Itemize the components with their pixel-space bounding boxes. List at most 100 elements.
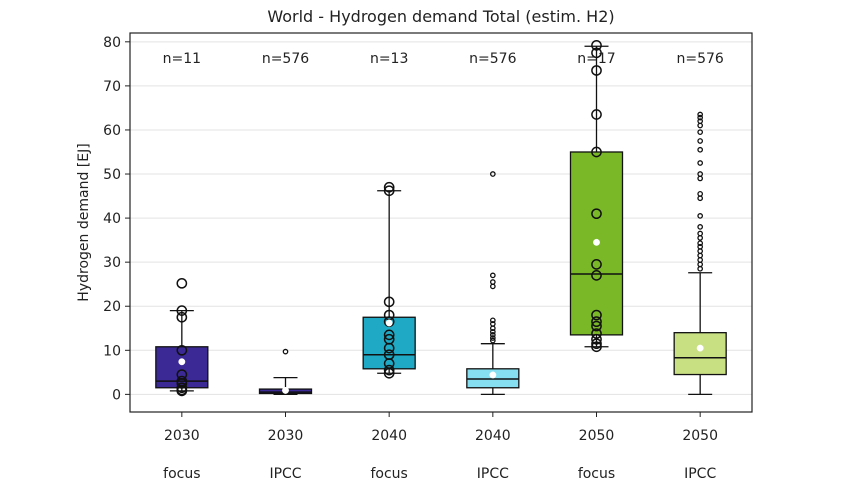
outlier-point [697,230,704,237]
outlier-point [282,348,289,355]
outlier-point [697,118,704,124]
boxes-layer: n=11 n=576 n=13 n=576 n=17 n=576 [155,39,727,397]
outlier-point [489,321,496,327]
data-point [383,364,395,376]
outlier-point [697,248,704,254]
outlier-point [697,224,704,230]
chart-title: World - Hydrogen demand Total (estim. H2… [267,7,614,26]
x-tick-label-year: 2030 [268,428,304,444]
data-point [383,333,395,345]
data-point [591,47,602,59]
y-axis-label: Hydrogen demand [EJ] [76,143,92,301]
mean-marker [282,386,289,394]
data-point [591,338,602,350]
data-point [176,382,188,394]
box-2040-focus: n=13 [362,51,416,379]
sample-size-label: n=576 [677,51,724,67]
data-point [176,344,188,356]
box-2030-focus: n=11 [155,51,209,397]
data-point [383,185,395,197]
data-point [591,270,602,281]
outlier-point [697,195,704,202]
outlier-point [697,213,704,219]
outlier-point [697,138,704,144]
outlier-point [697,257,704,263]
outlier-point [489,328,496,335]
outlier-point [489,171,496,177]
data-point [591,146,602,158]
x-tick-label-group: IPCC [477,466,509,480]
box-iqr [673,332,727,376]
outlier-point [489,279,496,285]
outlier-point [489,317,496,324]
x-tick-label-group: IPCC [684,466,716,480]
sample-size-label: n=17 [577,51,615,67]
data-point [591,65,602,76]
x-tick-label-group: IPCC [269,466,301,480]
mean-marker [593,238,600,246]
x-axis: 2030 focus 2030 IPCC 2040 focus 2040 IPCC 2050 fo… [163,412,718,480]
box-2030-ipcc: n=576 [258,51,313,396]
data-point [176,305,188,316]
gridlines [130,41,752,395]
sample-size-label: n=13 [370,51,408,67]
data-point [591,341,602,353]
outlier-point [697,235,704,241]
outlier-point [697,175,704,182]
data-point [591,316,602,328]
x-tick-label-year: 2030 [164,428,200,444]
x-tick-label-group: focus [578,466,615,480]
data-point [383,296,395,308]
outlier-point [489,332,496,338]
y-axis: 0 10 20 30 40 50 60 70 80 [103,35,130,403]
x-tick-label-year: 2040 [475,428,511,444]
y-tick-label: 80 [103,35,121,51]
outlier-point [489,283,496,290]
x-tick-label-year: 2050 [682,428,718,444]
data-point [591,309,602,321]
sample-size-label: n=576 [262,51,309,67]
outlier-point [697,171,704,177]
data-point [176,277,188,289]
outlier-point [697,111,704,118]
outlier-point [697,261,704,268]
sample-size-label: n=11 [163,51,201,67]
outlier-point [697,252,704,259]
mean-marker [489,371,497,379]
outlier-point [697,160,704,166]
box-2050-focus: n=17 [569,39,624,353]
data-point [383,329,395,341]
plot-frame [129,32,753,413]
outlier-point [697,243,704,250]
data-point [591,259,602,270]
data-point [591,109,602,120]
outlier-point [697,146,704,153]
data-point [591,328,602,339]
x-tick-label-year: 2040 [371,428,407,444]
data-point [383,349,395,361]
data-point [591,39,602,51]
outlier-point [697,240,704,247]
box-2050-ipcc: n=576 [673,51,727,396]
box-2040-ipcc: n=576 [466,51,520,396]
sample-size-label: n=576 [469,51,516,67]
data-point [383,181,395,193]
y-tick-label: 30 [103,255,121,271]
outlier-point [697,122,704,129]
outlier-point [697,265,704,272]
outlier-point [489,335,496,341]
data-point [591,320,602,332]
data-point [176,369,188,380]
y-tick-label: 50 [103,167,121,183]
data-point [176,311,188,323]
y-tick-label: 70 [103,79,121,95]
outlier-point [489,337,496,344]
outlier-point [697,114,704,121]
outlier-point [697,129,704,136]
x-tick-label-group: focus [163,466,200,480]
y-tick-label: 10 [103,343,121,359]
x-tick-label-year: 2050 [579,428,615,444]
x-tick-label-group: focus [370,466,407,480]
y-tick-label: 0 [112,387,121,403]
